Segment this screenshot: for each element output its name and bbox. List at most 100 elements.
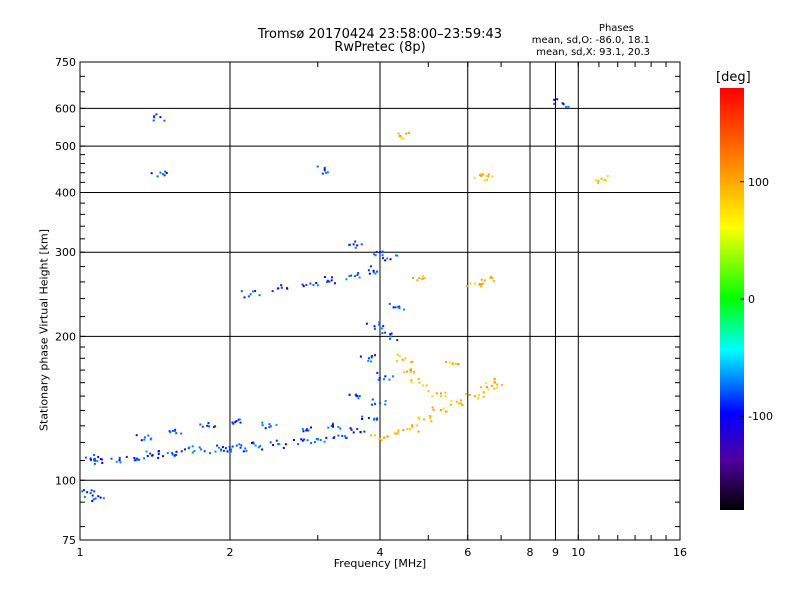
data-point bbox=[373, 253, 376, 256]
data-point bbox=[432, 408, 435, 411]
data-point bbox=[348, 243, 351, 246]
data-point bbox=[244, 447, 247, 450]
data-point bbox=[562, 103, 565, 106]
data-point bbox=[431, 406, 434, 409]
data-point bbox=[446, 410, 449, 413]
data-point bbox=[493, 380, 496, 383]
data-point bbox=[323, 440, 326, 443]
data-point bbox=[212, 425, 215, 428]
data-point bbox=[553, 102, 556, 105]
data-point bbox=[238, 418, 241, 421]
data-point bbox=[359, 431, 362, 434]
data-point bbox=[473, 395, 476, 398]
data-point bbox=[247, 295, 250, 298]
data-point bbox=[269, 441, 272, 444]
data-point bbox=[82, 489, 85, 492]
data-point bbox=[93, 459, 96, 462]
data-point bbox=[410, 380, 413, 383]
x-tick-label: 4 bbox=[377, 546, 384, 559]
data-point bbox=[597, 179, 600, 182]
data-point bbox=[238, 443, 241, 446]
data-point bbox=[469, 282, 472, 285]
data-point bbox=[94, 497, 97, 500]
data-point bbox=[485, 385, 488, 388]
data-point bbox=[149, 452, 152, 455]
data-point bbox=[374, 354, 377, 357]
data-point bbox=[375, 418, 378, 421]
data-point bbox=[384, 331, 387, 334]
data-point bbox=[422, 275, 425, 278]
data-point bbox=[326, 171, 329, 174]
data-point bbox=[143, 457, 146, 460]
data-point bbox=[245, 450, 248, 453]
data-point bbox=[175, 432, 178, 435]
data-point bbox=[110, 457, 113, 460]
data-point bbox=[380, 327, 383, 330]
data-point bbox=[374, 272, 377, 275]
data-point bbox=[143, 438, 146, 441]
phases-mean-o: mean, sd,O: -86.0, 18.1 bbox=[531, 35, 650, 46]
data-point bbox=[93, 454, 96, 457]
x-tick-label: 6 bbox=[464, 546, 471, 559]
data-point bbox=[397, 305, 400, 308]
data-point bbox=[382, 378, 385, 381]
data-point bbox=[140, 439, 143, 442]
data-point bbox=[435, 392, 438, 395]
data-point bbox=[403, 371, 406, 374]
data-point bbox=[466, 285, 469, 288]
data-point bbox=[254, 444, 257, 447]
data-point bbox=[354, 240, 357, 243]
data-point bbox=[133, 459, 136, 462]
data-point bbox=[429, 417, 432, 420]
data-point bbox=[240, 444, 243, 447]
data-point bbox=[345, 278, 348, 281]
data-point bbox=[370, 434, 373, 437]
data-point bbox=[427, 390, 430, 393]
data-point bbox=[418, 276, 421, 279]
data-point bbox=[473, 176, 476, 179]
data-point bbox=[135, 434, 138, 437]
data-point bbox=[382, 251, 385, 254]
data-point bbox=[257, 446, 260, 449]
y-tick-label: 750 bbox=[55, 56, 76, 69]
data-point bbox=[411, 276, 414, 279]
data-point bbox=[422, 418, 425, 421]
data-point bbox=[476, 397, 479, 400]
data-point bbox=[367, 357, 370, 360]
data-point bbox=[478, 394, 481, 397]
data-point bbox=[389, 333, 392, 336]
colorbar-tick-label: 100 bbox=[748, 176, 769, 189]
data-point bbox=[486, 178, 489, 181]
data-point bbox=[230, 448, 233, 451]
data-point bbox=[174, 454, 177, 457]
data-point bbox=[425, 384, 428, 387]
data-point bbox=[376, 270, 379, 273]
data-point bbox=[125, 455, 128, 458]
data-point bbox=[333, 282, 336, 285]
data-point bbox=[201, 425, 204, 428]
colorbar-ticks: 100 0 -100 bbox=[740, 176, 773, 423]
data-point bbox=[357, 272, 360, 275]
data-point bbox=[444, 391, 447, 394]
data-point bbox=[442, 407, 445, 410]
data-point bbox=[118, 458, 121, 461]
data-point bbox=[402, 429, 405, 432]
data-point bbox=[254, 289, 257, 292]
data-point bbox=[370, 403, 373, 406]
data-point bbox=[275, 439, 278, 442]
data-point bbox=[341, 434, 344, 437]
data-point bbox=[99, 458, 102, 461]
data-point bbox=[440, 392, 443, 395]
data-point bbox=[371, 398, 374, 401]
data-point bbox=[326, 281, 329, 284]
data-point bbox=[483, 179, 486, 182]
data-point bbox=[376, 371, 379, 374]
data-point bbox=[258, 294, 261, 297]
data-point bbox=[350, 274, 353, 277]
data-point bbox=[284, 443, 287, 446]
data-point bbox=[157, 453, 160, 456]
data-point bbox=[378, 377, 381, 380]
data-point bbox=[86, 491, 89, 494]
data-point bbox=[226, 450, 229, 453]
data-point bbox=[394, 254, 397, 257]
